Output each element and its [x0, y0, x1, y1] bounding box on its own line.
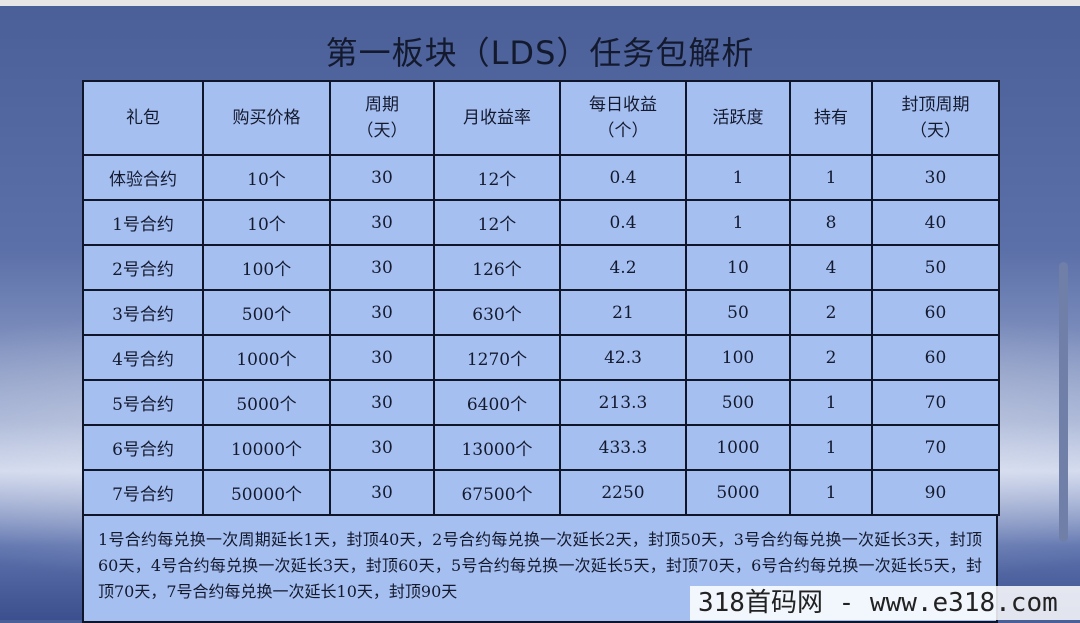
cell-cap-cycle: 70	[871, 379, 1000, 426]
cell-daily-yield: 433.3	[559, 424, 687, 471]
cell-price: 100个	[202, 244, 331, 291]
cell-activity: 500	[685, 379, 791, 426]
cell-gift-pack: 5号合约	[82, 379, 204, 426]
cell-cap-cycle: 70	[871, 424, 1000, 471]
cell-cap-cycle: 60	[871, 289, 1000, 336]
table-header-row: 礼包 购买价格 周期 （天） 月收益率 每日收益 （个） 活跃度 持有 封顶周期…	[82, 80, 1000, 156]
cell-cycle: 30	[329, 424, 435, 471]
cell-price: 1000个	[202, 334, 331, 381]
cell-cap-cycle: 40	[871, 199, 1000, 246]
table-row: 7号合约 50000个 30 67500个 2250 5000 1 90	[82, 469, 1000, 516]
cell-daily-yield: 0.4	[559, 154, 687, 201]
cell-daily-yield: 213.3	[559, 379, 687, 426]
cell-monthly-yield: 12个	[433, 199, 561, 246]
cell-cycle: 30	[329, 469, 435, 516]
cell-activity: 50	[685, 289, 791, 336]
cell-price: 500个	[202, 289, 331, 336]
cell-activity: 10	[685, 244, 791, 291]
cell-activity: 1000	[685, 424, 791, 471]
cell-cap-cycle: 60	[871, 334, 1000, 381]
scrollbar[interactable]	[1059, 262, 1068, 542]
cell-daily-yield: 0.4	[559, 199, 687, 246]
cell-hold: 8	[789, 199, 873, 246]
page-title: 第一板块（LDS）任务包解析	[325, 34, 755, 72]
header-daily-yield: 每日收益 （个）	[559, 80, 687, 156]
cell-activity: 1	[685, 154, 791, 201]
cell-daily-yield: 2250	[559, 469, 687, 516]
cell-hold: 4	[789, 244, 873, 291]
header-activity: 活跃度	[685, 80, 791, 156]
contract-table-container: 礼包 购买价格 周期 （天） 月收益率 每日收益 （个） 活跃度 持有 封顶周期…	[82, 80, 1000, 623]
contract-table: 礼包 购买价格 周期 （天） 月收益率 每日收益 （个） 活跃度 持有 封顶周期…	[82, 80, 1000, 516]
table-row: 1号合约 10个 30 12个 0.4 1 8 40	[82, 199, 1000, 246]
cell-cycle: 30	[329, 289, 435, 336]
cell-gift-pack: 2号合约	[82, 244, 204, 291]
cell-cycle: 30	[329, 334, 435, 381]
table-row: 4号合约 1000个 30 1270个 42.3 100 2 60	[82, 334, 1000, 381]
cell-price: 10个	[202, 199, 331, 246]
cell-gift-pack: 体验合约	[82, 154, 204, 201]
header-cap-cycle: 封顶周期 （天）	[871, 80, 1000, 156]
cell-price: 5000个	[202, 379, 331, 426]
cell-activity: 5000	[685, 469, 791, 516]
header-price: 购买价格	[202, 80, 331, 156]
cell-hold: 1	[789, 469, 873, 516]
table-row: 5号合约 5000个 30 6400个 213.3 500 1 70	[82, 379, 1000, 426]
cell-cycle: 30	[329, 199, 435, 246]
header-cycle: 周期 （天）	[329, 80, 435, 156]
cell-hold: 2	[789, 334, 873, 381]
cell-price: 50000个	[202, 469, 331, 516]
watermark: 318首码网 - www.e318.com	[690, 586, 1080, 620]
cell-price: 10个	[202, 154, 331, 201]
cell-monthly-yield: 1270个	[433, 334, 561, 381]
cell-gift-pack: 4号合约	[82, 334, 204, 381]
cell-daily-yield: 42.3	[559, 334, 687, 381]
cell-cycle: 30	[329, 379, 435, 426]
cell-daily-yield: 4.2	[559, 244, 687, 291]
header-monthly-yield: 月收益率	[433, 80, 561, 156]
cell-gift-pack: 6号合约	[82, 424, 204, 471]
cell-monthly-yield: 6400个	[433, 379, 561, 426]
cell-hold: 2	[789, 289, 873, 336]
cell-monthly-yield: 126个	[433, 244, 561, 291]
cell-daily-yield: 21	[559, 289, 687, 336]
cell-cycle: 30	[329, 154, 435, 201]
top-bar	[0, 0, 1080, 6]
cell-cycle: 30	[329, 244, 435, 291]
cell-monthly-yield: 13000个	[433, 424, 561, 471]
cell-hold: 1	[789, 379, 873, 426]
cell-cap-cycle: 50	[871, 244, 1000, 291]
cell-monthly-yield: 67500个	[433, 469, 561, 516]
header-gift-pack: 礼包	[82, 80, 204, 156]
cell-gift-pack: 7号合约	[82, 469, 204, 516]
cell-hold: 1	[789, 424, 873, 471]
cell-cap-cycle: 90	[871, 469, 1000, 516]
cell-monthly-yield: 12个	[433, 154, 561, 201]
cell-gift-pack: 3号合约	[82, 289, 204, 336]
cell-gift-pack: 1号合约	[82, 199, 204, 246]
note-text: 1号合约每兑换一次周期延长1天，封顶40天，2号合约每兑换一次延长2天，封顶50…	[82, 516, 998, 623]
cell-activity: 1	[685, 199, 791, 246]
cell-price: 10000个	[202, 424, 331, 471]
header-hold: 持有	[789, 80, 873, 156]
cell-activity: 100	[685, 334, 791, 381]
cell-cap-cycle: 30	[871, 154, 1000, 201]
table-row: 2号合约 100个 30 126个 4.2 10 4 50	[82, 244, 1000, 291]
table-row: 3号合约 500个 30 630个 21 50 2 60	[82, 289, 1000, 336]
table-row: 6号合约 10000个 30 13000个 433.3 1000 1 70	[82, 424, 1000, 471]
cell-hold: 1	[789, 154, 873, 201]
cell-monthly-yield: 630个	[433, 289, 561, 336]
table-row: 体验合约 10个 30 12个 0.4 1 1 30	[82, 154, 1000, 201]
